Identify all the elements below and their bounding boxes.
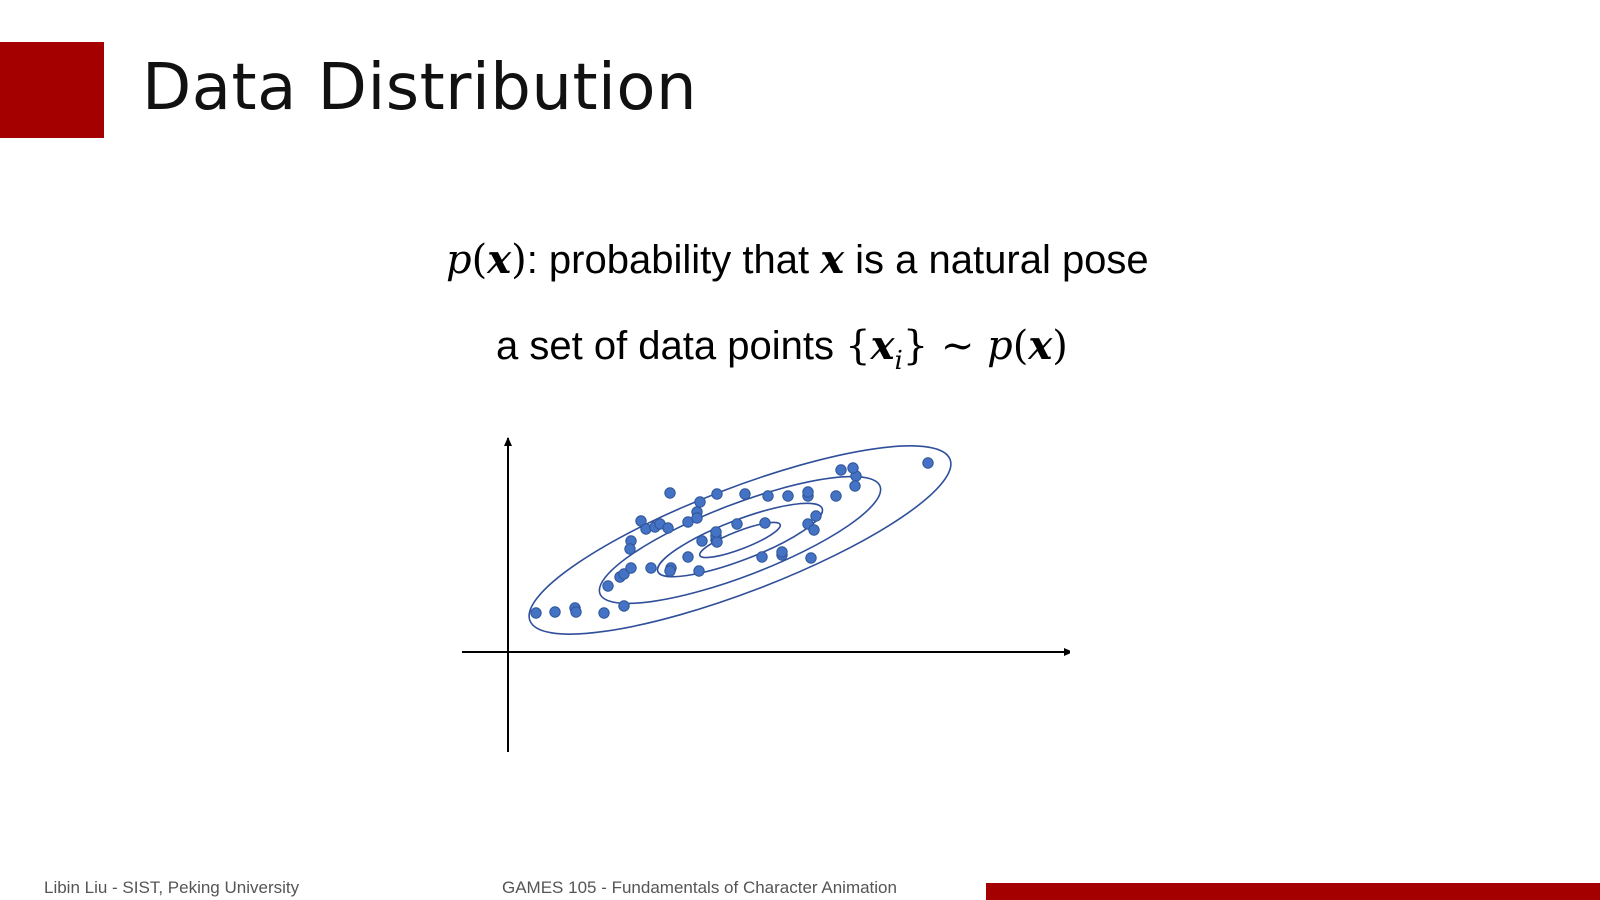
data-point: [835, 464, 847, 476]
contour-ellipse-1: [698, 521, 782, 559]
paren-open: (: [471, 237, 488, 283]
symbol-x: x: [1028, 322, 1053, 369]
footer-accent-bar: [986, 883, 1600, 900]
data-point: [776, 546, 788, 558]
brace-close: }: [902, 323, 929, 369]
title-accent-block: [0, 42, 104, 138]
data-point: [598, 607, 610, 619]
data-point: [691, 512, 703, 524]
data-point: [530, 607, 542, 619]
data-point: [802, 486, 814, 498]
data-point: [710, 526, 722, 538]
distribution-plot: [462, 437, 1070, 752]
paren-close: ): [1052, 323, 1068, 369]
data-point: [682, 551, 694, 563]
data-point: [549, 606, 561, 618]
data-point: [693, 565, 705, 577]
data-point: [731, 518, 743, 530]
data-points: [530, 457, 934, 619]
data-point: [849, 480, 861, 492]
footer-author: Libin Liu - SIST, Peking University: [44, 878, 300, 897]
data-point: [625, 562, 637, 574]
data-point: [618, 600, 630, 612]
data-point: [830, 490, 842, 502]
data-point: [664, 565, 676, 577]
data-point: [739, 488, 751, 500]
contour-ellipse-2: [656, 502, 824, 578]
slide-title: Data Distribution: [142, 51, 698, 125]
symbol-p: p: [987, 323, 1013, 369]
paren-close: ): [511, 237, 527, 283]
data-point: [711, 488, 723, 500]
data-point: [782, 490, 794, 502]
symbol-p: p: [446, 237, 472, 283]
data-point: [664, 487, 676, 499]
symbol-x: x: [487, 236, 512, 283]
contour-ellipse-3: [598, 475, 882, 605]
formula-text: is a natural pose: [844, 238, 1149, 282]
subscript-i: i: [894, 346, 903, 376]
formula-probability-definition: p(x): probability that x is a natural po…: [446, 236, 1149, 284]
paren-open: (: [1012, 323, 1029, 369]
data-point: [756, 551, 768, 563]
symbol-x: x: [870, 322, 895, 369]
tilde-symbol: ~: [928, 323, 988, 369]
footer-course: GAMES 105 - Fundamentals of Character An…: [502, 878, 897, 897]
symbol-x: x: [820, 236, 845, 283]
data-point: [810, 510, 822, 522]
data-point: [805, 552, 817, 564]
data-point: [762, 490, 774, 502]
data-point: [694, 496, 706, 508]
data-point: [602, 580, 614, 592]
formula-text: a set of data points: [496, 324, 846, 368]
data-point: [711, 536, 723, 548]
formula-data-points: a set of data points {xi} ~ p(x): [496, 322, 1068, 385]
data-point: [847, 462, 859, 474]
formula-text: : probability that: [526, 238, 821, 282]
data-point: [696, 535, 708, 547]
data-point: [922, 457, 934, 469]
data-point: [808, 524, 820, 536]
data-point: [759, 517, 771, 529]
data-point: [570, 606, 582, 618]
data-point: [662, 522, 674, 534]
brace-open: {: [845, 323, 871, 369]
data-point: [635, 515, 647, 527]
density-contours: [528, 445, 952, 635]
data-point: [645, 562, 657, 574]
data-point: [624, 543, 636, 555]
